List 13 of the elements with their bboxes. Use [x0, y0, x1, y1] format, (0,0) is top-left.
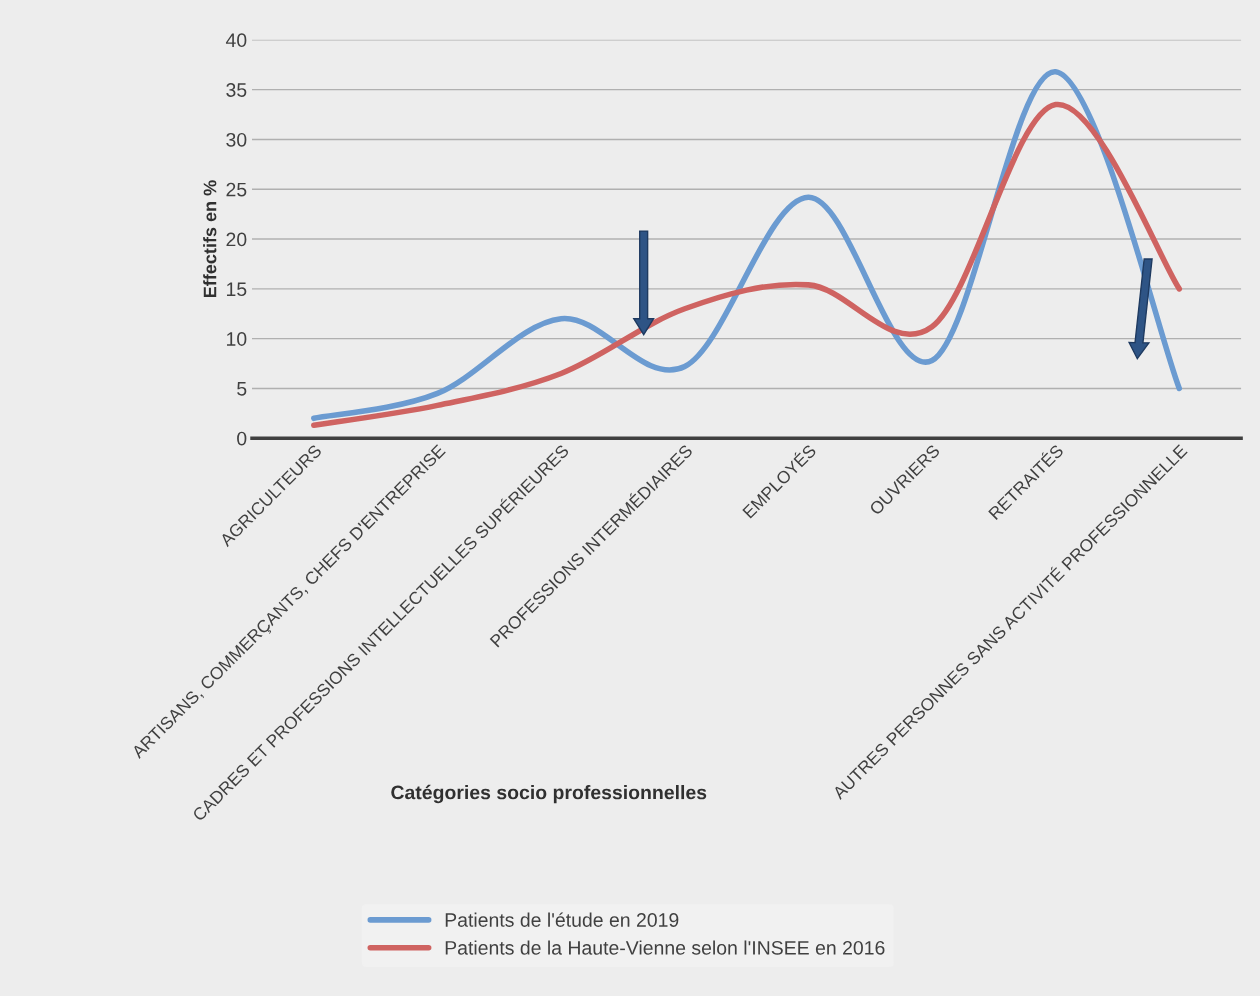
y-tick-label: 15	[227, 282, 247, 297]
y-axis-title: Effectifs en %	[203, 180, 217, 298]
y-tick-label: 40	[225, 33, 247, 48]
y-tick-label: 10	[227, 332, 247, 346]
y-tick-label: 5	[237, 382, 247, 396]
y-tick-label: 0	[237, 431, 247, 446]
legend-label: Patients de la Haute-Vienne selon l'INSEE en 2016	[445, 940, 885, 955]
x-axis-title: Catégories socio professionnelles	[391, 784, 707, 804]
legend-label: Patients de l'étude en 2019	[445, 912, 679, 927]
y-tick-label: 30	[226, 132, 247, 147]
y-tick-label: 35	[226, 83, 247, 97]
y-tick-label: 20	[226, 232, 247, 247]
y-tick-label: 25	[226, 182, 247, 197]
